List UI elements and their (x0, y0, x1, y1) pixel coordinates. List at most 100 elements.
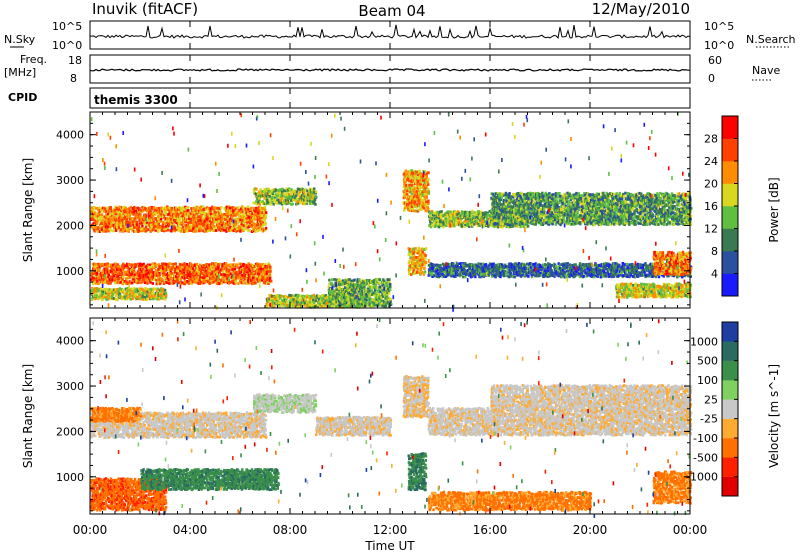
power-cell (424, 270, 426, 273)
power-cell (236, 264, 238, 267)
power-cell (264, 219, 266, 222)
power-cell (264, 206, 266, 209)
power-cell (317, 304, 319, 307)
power-cell (528, 206, 530, 209)
power-cell (260, 270, 262, 273)
noise-left-tick-top: 10^5 (52, 20, 82, 33)
freq-line (90, 69, 690, 71)
power-cell (132, 297, 134, 300)
power-cell (205, 278, 207, 281)
power-cell (412, 248, 414, 251)
power-cell (290, 199, 292, 202)
power-cell (265, 227, 267, 230)
power-cell (104, 208, 106, 211)
noise-panel: N.Sky 10^5 10^0 10^5 10^0 N.Search (4, 20, 796, 52)
power-cell (271, 299, 273, 302)
power-cell (516, 225, 518, 228)
power-cell (295, 194, 297, 197)
power-cell (157, 230, 159, 233)
power-cell (497, 219, 499, 222)
nave-tick-top: 60 (708, 54, 722, 67)
noise-right-tick-bottom: 10^0 (704, 39, 734, 52)
noise-right-tick-top: 10^5 (704, 20, 734, 33)
cpid-panel: CPID themis 3300 (8, 88, 690, 108)
power-cell (528, 201, 530, 204)
freq-panel: Freq. [MHz] 18 8 60 0 Nave (4, 53, 780, 85)
power-cell (130, 206, 132, 209)
power-heatmap-cells (90, 112, 692, 312)
noise-left-tick-bottom: 10^0 (52, 39, 82, 52)
power-cell (128, 280, 130, 283)
power-cell (233, 207, 235, 210)
power-cell (182, 226, 184, 229)
freq-tick-bottom: 8 (70, 72, 77, 85)
power-cell (190, 207, 192, 210)
power-cell (121, 272, 123, 275)
power-cell (146, 298, 148, 301)
power-cell (203, 264, 205, 267)
power-cell (200, 205, 202, 208)
power-cell (220, 273, 222, 276)
power-cell (154, 288, 156, 291)
power-cell (161, 210, 163, 213)
power-cell (424, 254, 426, 257)
power-cell (119, 287, 121, 290)
power-cell (535, 223, 537, 226)
power-cell (265, 211, 267, 214)
power-cell (314, 203, 316, 206)
power-cell (162, 221, 164, 224)
power-cell (423, 267, 425, 270)
power-cell (408, 209, 410, 212)
freq-unit-label: [MHz] (4, 66, 36, 79)
power-cell (471, 210, 473, 213)
power-cell (269, 277, 271, 280)
cpid-value: themis 3300 (94, 93, 178, 107)
power-cell (222, 270, 224, 273)
power-cell (313, 187, 315, 190)
power-cell (259, 228, 261, 231)
power-cell (220, 206, 222, 209)
power-cell (475, 220, 477, 223)
power-cell (275, 189, 277, 192)
power-cell (145, 288, 147, 291)
power-cell (312, 299, 314, 302)
power-cell (165, 292, 167, 295)
power-cell (133, 213, 135, 216)
power-cell (248, 229, 250, 232)
power-cell (411, 197, 413, 200)
power-cell (298, 188, 300, 191)
power-cell (440, 210, 442, 213)
power-cell (152, 282, 154, 285)
date-title: 12/May/2010 (592, 0, 690, 18)
power-cell (175, 275, 177, 278)
power-cell (486, 216, 488, 219)
power-cell (541, 192, 543, 195)
power-cell (179, 218, 181, 221)
nave-tick-bottom: 0 (708, 72, 715, 85)
power-cell (521, 222, 523, 225)
power-cell (425, 247, 427, 250)
power-cell (235, 281, 237, 284)
power-cell (318, 295, 320, 298)
power-cell (266, 199, 268, 202)
power-cell (161, 278, 163, 281)
power-cell (101, 213, 103, 216)
power-cell (238, 225, 240, 228)
power-cell (269, 266, 271, 269)
power-cell (234, 268, 236, 271)
power-cell (122, 289, 124, 292)
plot-canvas: Inuvik (fitACF) Beam 04 12/May/2010 N.Sk… (0, 0, 800, 554)
power-cell (136, 221, 138, 224)
power-cell (213, 225, 215, 228)
power-cell (157, 215, 159, 218)
power-cell (166, 207, 168, 210)
power-cell (502, 223, 504, 226)
power-cell (191, 280, 193, 283)
power-cell (219, 210, 221, 213)
power-cell (228, 269, 230, 272)
power-cell (240, 265, 242, 268)
power-cell (427, 178, 429, 181)
power-cell (115, 263, 117, 266)
freq-tick-top: 18 (68, 54, 82, 67)
